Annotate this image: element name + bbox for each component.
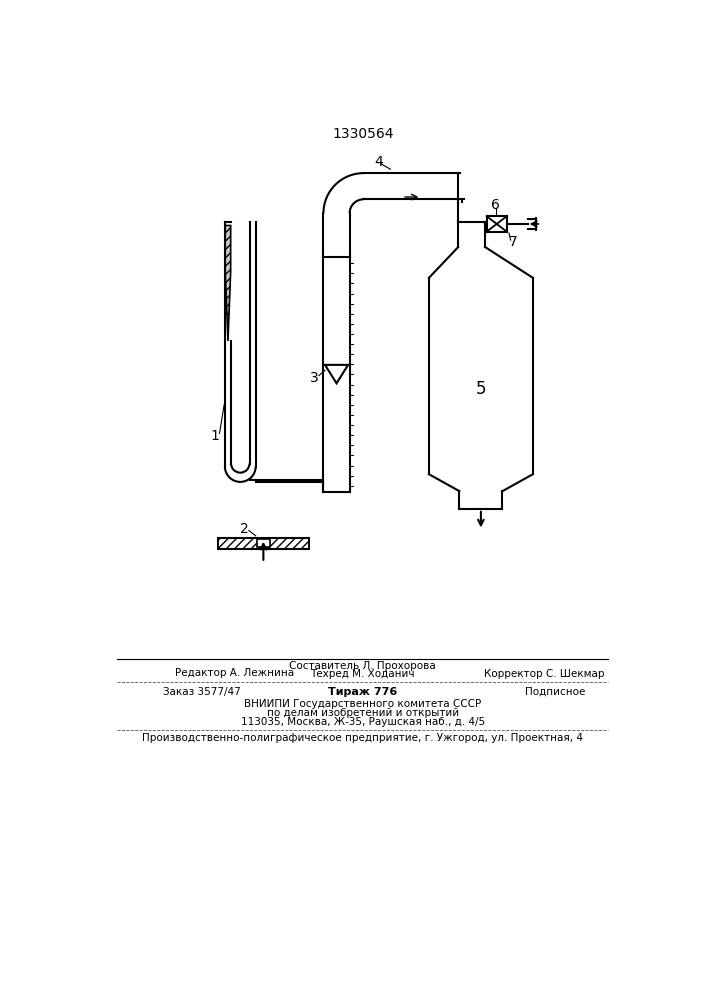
- Text: 113035, Москва, Ж-35, Раушская наб., д. 4/5: 113035, Москва, Ж-35, Раушская наб., д. …: [240, 717, 485, 727]
- Bar: [257, 539, 269, 547]
- Text: по делам изобретений и открытий: по делам изобретений и открытий: [267, 708, 459, 718]
- Polygon shape: [226, 225, 230, 341]
- Text: Корректор С. Шекмар: Корректор С. Шекмар: [484, 669, 604, 679]
- Text: 4: 4: [375, 155, 383, 169]
- Polygon shape: [218, 538, 309, 549]
- Text: Тираж 776: Тираж 776: [328, 687, 397, 697]
- Text: 3: 3: [310, 371, 319, 385]
- Text: 1330564: 1330564: [332, 127, 394, 141]
- Text: 2: 2: [240, 522, 249, 536]
- Text: 7: 7: [508, 235, 518, 249]
- Text: Подписное: Подписное: [525, 687, 585, 697]
- Text: 1: 1: [211, 429, 219, 443]
- Text: Техред М. Ходанич: Техред М. Ходанич: [310, 669, 415, 679]
- Text: ВНИИПИ Государственного комитета СССР: ВНИИПИ Государственного комитета СССР: [244, 699, 481, 709]
- Text: Редактор А. Лежнина: Редактор А. Лежнина: [175, 668, 294, 678]
- Text: Производственно-полиграфическое предприятие, г. Ужгород, ул. Проектная, 4: Производственно-полиграфическое предприя…: [142, 733, 583, 743]
- Text: Заказ 3577/47: Заказ 3577/47: [163, 687, 241, 697]
- Text: 5: 5: [475, 380, 486, 398]
- Text: Составитель Л. Прохорова: Составитель Л. Прохорова: [289, 661, 436, 671]
- Text: 6: 6: [491, 198, 501, 212]
